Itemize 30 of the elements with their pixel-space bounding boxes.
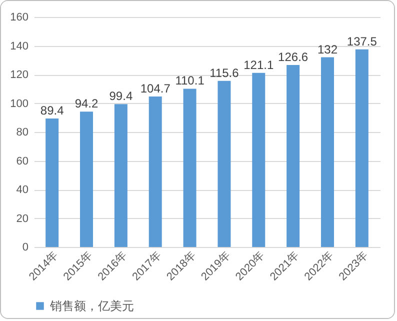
y-tick-label: 60	[16, 155, 28, 168]
y-tick-label: 100	[10, 98, 28, 110]
data-label: 110.1	[175, 74, 205, 88]
bar	[114, 104, 128, 247]
data-label: 94.2	[74, 96, 99, 111]
data-label: 137.5	[346, 34, 378, 48]
bar	[252, 72, 266, 247]
data-label: 89.4	[40, 103, 64, 118]
legend-label: 销售额，亿美元	[49, 299, 134, 313]
data-label: 126.6	[278, 50, 308, 64]
data-label: 104.7	[140, 81, 171, 96]
bar	[183, 88, 196, 247]
y-tick-label: 0	[22, 242, 28, 254]
y-tick-label: 80	[16, 126, 28, 138]
data-label: 99.4	[109, 89, 133, 104]
bar	[286, 65, 300, 247]
y-tick-label: 120	[10, 69, 28, 81]
bar	[321, 57, 334, 247]
bar	[355, 49, 368, 247]
data-label: 132	[317, 42, 338, 56]
y-tick-label: 40	[16, 184, 28, 196]
y-tick-label: 20	[16, 212, 28, 225]
y-tick-label: 160	[10, 12, 28, 24]
data-label: 115.6	[210, 66, 240, 80]
bar	[80, 112, 93, 247]
bar	[218, 80, 231, 247]
y-tick-label: 140	[10, 40, 28, 52]
data-label: 121.1	[244, 58, 274, 72]
bar	[46, 118, 59, 247]
bar	[148, 96, 162, 247]
